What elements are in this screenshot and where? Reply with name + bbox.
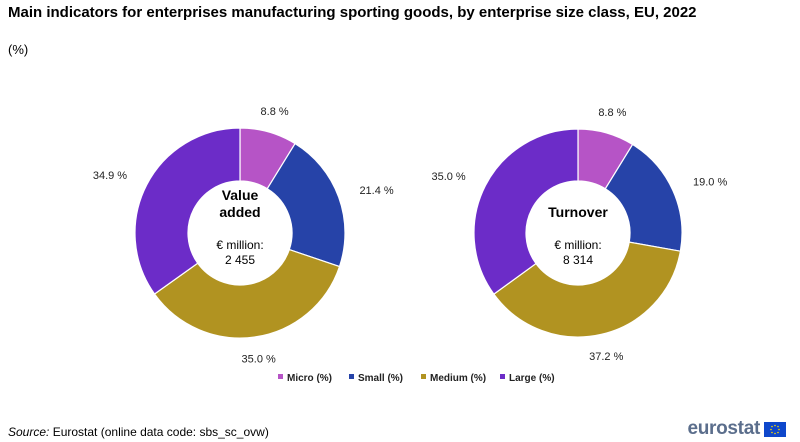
center-title-1-line-1: Value [222,187,259,203]
legend-item-medium: Medium (%) [421,373,486,384]
value-label-2-large: 35.0 % [431,171,465,183]
slice-1-small [266,142,346,268]
center-total-label-1: € million: [216,238,263,252]
eurostat-logo: eurostat [687,418,786,440]
value-label-1-large: 34.9 % [93,170,127,182]
value-label-1-micro: 8.8 % [261,106,289,118]
value-label-1-medium: 35.0 % [242,354,276,366]
legend-item-large: Large (%) [500,373,555,384]
center-total-value-1: 2 455 [225,253,255,267]
slice-1-large [134,127,241,295]
donut-chart-2: 8.8 % 19.0 % 37.2 % 35.0 % Turnover € million… [431,107,727,363]
source-label: Source: [8,425,50,439]
legend-swatch-large [500,374,505,379]
value-label-1-small: 21.4 % [359,185,393,197]
chart-subtitle: (%) [8,42,29,57]
legend-label-medium: Medium (%) [430,373,486,384]
center-title-2-line-1: Turnover [548,204,608,220]
center-title-1-line-2: added [219,204,260,220]
slice-1-medium [153,248,341,339]
value-label-2-medium: 37.2 % [589,351,623,363]
chart-title: Main indicators for enterprises manufact… [8,4,697,21]
source-note: Source: Eurostat (online data code: sbs_… [8,425,269,439]
value-label-2-micro: 8.8 % [598,107,626,119]
source-text: Eurostat (online data code: sbs_sc_ovw) [52,425,269,439]
legend-swatch-micro [278,374,283,379]
center-total-label-2: € million: [554,238,601,252]
slice-2-medium [493,241,682,338]
legend-item-small: Small (%) [349,373,403,384]
legend-swatch-small [349,374,354,379]
legend-label-small: Small (%) [358,373,403,384]
legend: Micro (%) Small (%) Medium (%) Large (%) [278,373,555,384]
slice-2-large [473,128,579,295]
legend-label-micro: Micro (%) [287,373,332,384]
center-total-value-2: 8 314 [563,253,593,267]
legend-item-micro: Micro (%) [278,373,332,384]
legend-swatch-medium [421,374,426,379]
eu-flag-icon [764,421,786,437]
legend-label-large: Large (%) [509,373,555,384]
value-label-2-small: 19.0 % [693,177,727,189]
logo-text: eurostat [687,418,760,439]
